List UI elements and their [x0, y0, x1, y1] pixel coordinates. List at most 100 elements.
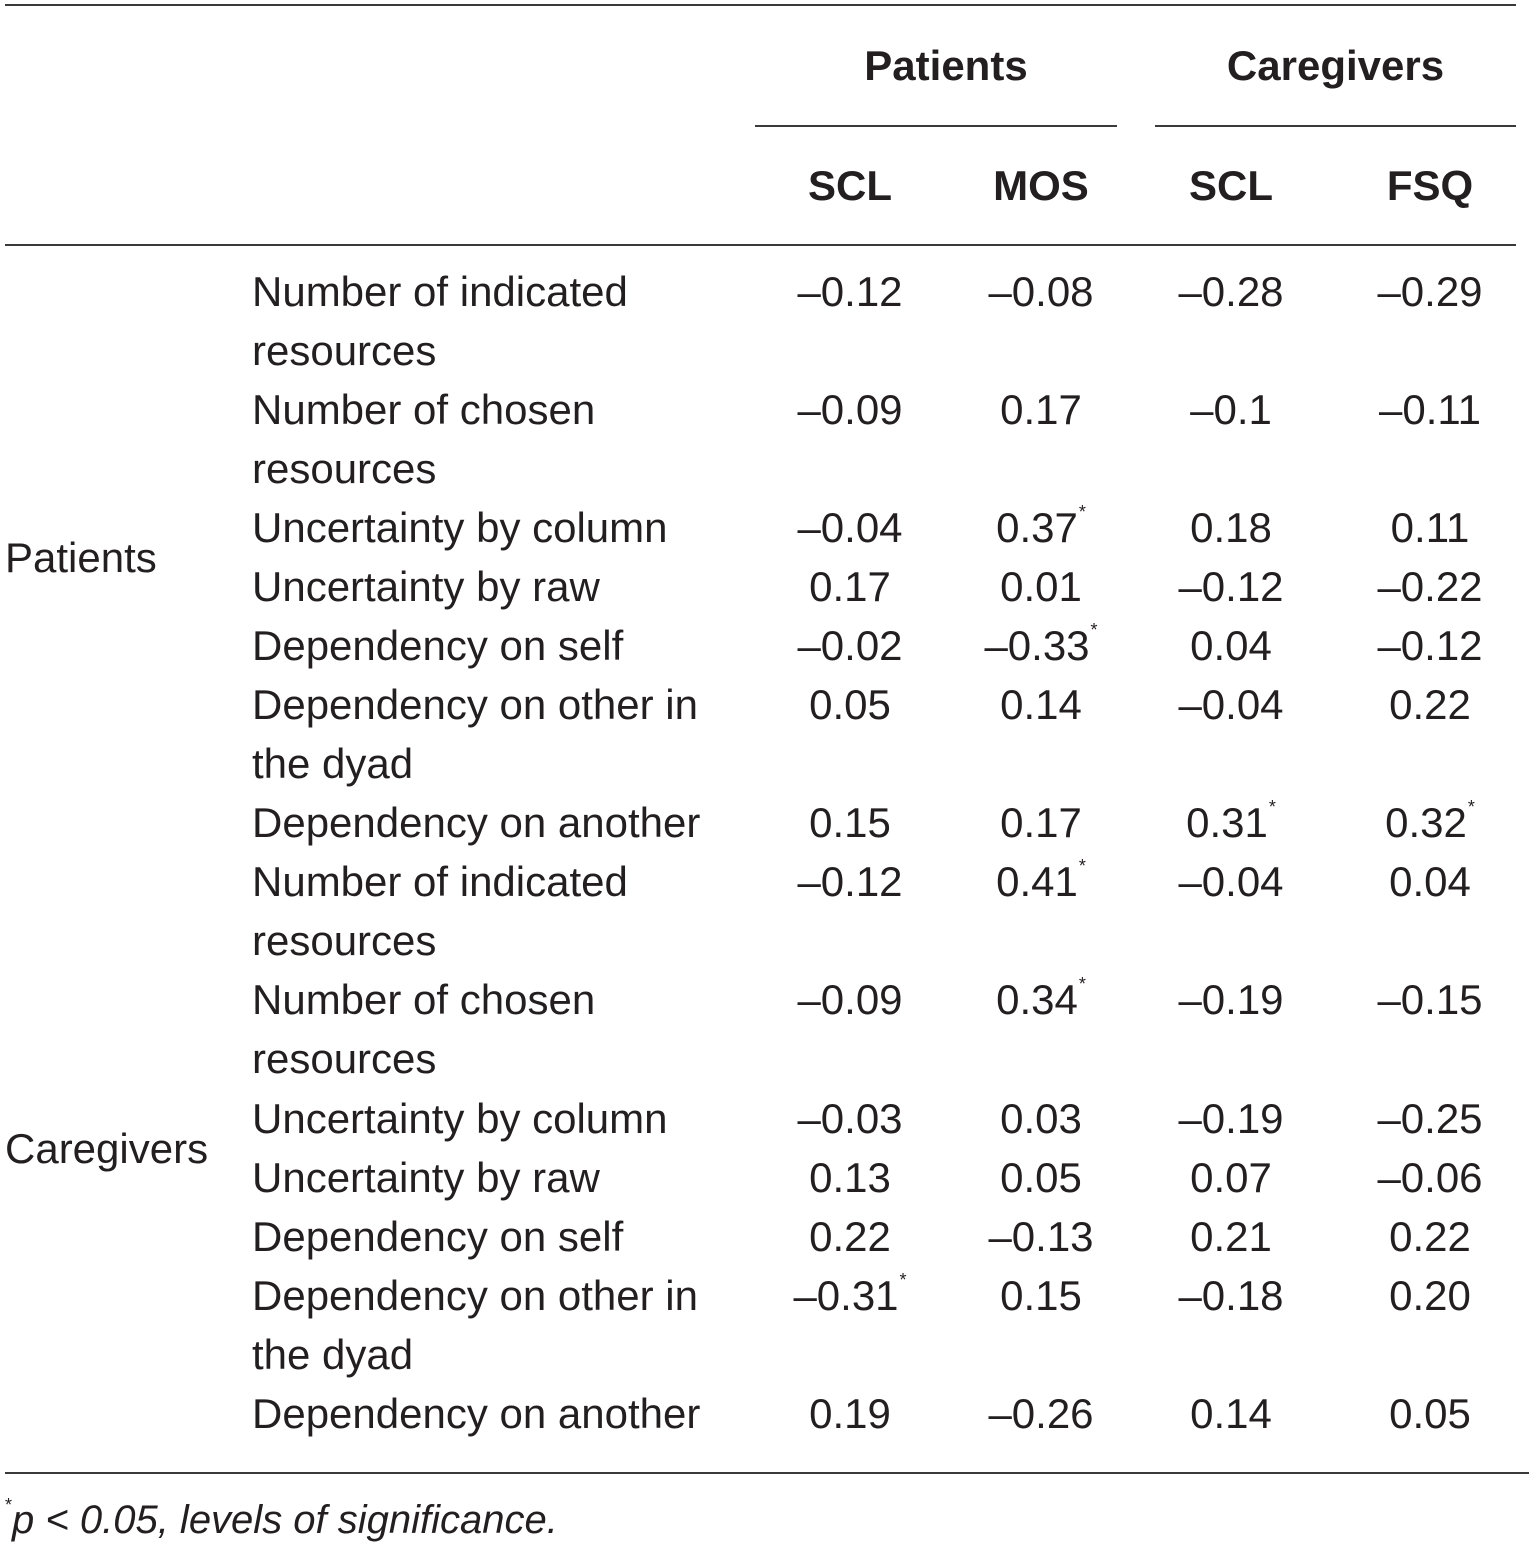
table-cell: –0.1 [1151, 380, 1311, 439]
table-cell: –0.12 [770, 852, 930, 911]
table-cell: –0.04 [770, 498, 930, 557]
table-cell: 0.14 [961, 675, 1121, 734]
cell-value: 0.20 [1389, 1272, 1471, 1319]
significance-marker: * [899, 1270, 907, 1290]
table-cell: 0.32* [1350, 793, 1510, 852]
table-cell: –0.22 [1350, 557, 1510, 616]
cell-value: 0.18 [1190, 504, 1272, 551]
cell-value: –0.06 [1377, 1154, 1483, 1201]
cell-value: –0.29 [1377, 268, 1483, 315]
row-label: Uncertainty by raw [252, 563, 600, 610]
table-cell: –0.08 [961, 262, 1121, 321]
table-cell: 0.15 [770, 793, 930, 852]
significance-marker: * [1268, 797, 1276, 817]
table-cell: –0.12 [1350, 616, 1510, 675]
table-cell: 0.19 [770, 1384, 930, 1443]
section-label-patients: Patients [5, 534, 157, 581]
cell-value: –0.09 [797, 386, 903, 433]
cell-value: 0.05 [1389, 1390, 1471, 1437]
row-label: Uncertainty by column [252, 1095, 668, 1142]
row-label: Dependency on other in the dyad [252, 1272, 698, 1378]
row-label: Number of chosen resources [252, 386, 596, 492]
row-label: Dependency on self [252, 1213, 624, 1260]
table-cell: –0.09 [770, 970, 930, 1029]
table-cell: –0.11 [1350, 380, 1510, 439]
row-label: Dependency on other in the dyad [252, 681, 698, 787]
cell-value: –0.33 [984, 622, 1090, 669]
cell-value: –0.12 [1377, 622, 1483, 669]
table-cell: 0.20 [1350, 1266, 1510, 1325]
cell-value: 0.22 [809, 1213, 891, 1260]
row-label: Dependency on self [252, 622, 624, 669]
table-cell: 0.03 [961, 1089, 1121, 1148]
cell-value: 0.04 [1190, 622, 1272, 669]
cell-value: –0.1 [1190, 386, 1272, 433]
cell-value: 0.32 [1385, 799, 1467, 846]
significance-marker: * [1078, 974, 1086, 994]
cell-value: 0.21 [1190, 1213, 1272, 1260]
table-bottom-rule [5, 1472, 1529, 1474]
cell-value: –0.22 [1377, 563, 1483, 610]
row-label: Dependency on another [252, 799, 701, 846]
table-cell: 0.17 [961, 380, 1121, 439]
column-header-patients-mos: MOS [993, 162, 1089, 209]
table-cell: –0.26 [961, 1384, 1121, 1443]
cell-value: 0.04 [1389, 858, 1471, 905]
table-cell: –0.15 [1350, 970, 1510, 1029]
cell-value: –0.12 [797, 858, 903, 905]
cell-value: 0.14 [1190, 1390, 1272, 1437]
table-cell: 0.31* [1151, 793, 1311, 852]
table-cell: 0.22 [1350, 1207, 1510, 1266]
cell-value: 0.41 [996, 858, 1078, 905]
table-cell: 0.17 [770, 557, 930, 616]
table-cell: –0.03 [770, 1089, 930, 1148]
cell-value: 0.22 [1389, 1213, 1471, 1260]
row-label: Uncertainty by raw [252, 1154, 600, 1201]
cell-value: –0.11 [1379, 386, 1481, 433]
cell-value: –0.04 [1178, 681, 1284, 728]
cell-value: 0.17 [1000, 386, 1082, 433]
table-cell: –0.04 [1151, 675, 1311, 734]
table-cell: –0.13 [961, 1207, 1121, 1266]
group-header-patients: Patients [864, 42, 1028, 89]
row-label: Number of indicated resources [252, 858, 628, 964]
footnote-text: p < 0.05, levels of significance. [12, 1498, 558, 1542]
table-cell: 0.05 [770, 675, 930, 734]
footnote: *p < 0.05, levels of significance. [5, 1492, 558, 1548]
cell-value: 0.15 [1000, 1272, 1082, 1319]
table-cell: 0.22 [1350, 675, 1510, 734]
cell-value: –0.03 [797, 1095, 903, 1142]
table-cell: –0.28 [1151, 262, 1311, 321]
cell-value: –0.12 [797, 268, 903, 315]
cell-value: –0.12 [1178, 563, 1284, 610]
table-cell: 0.01 [961, 557, 1121, 616]
header-rule [5, 244, 1516, 246]
cell-value: –0.08 [988, 268, 1094, 315]
row-label: Dependency on another [252, 1390, 701, 1437]
row-label: Number of indicated resources [252, 268, 628, 374]
table-cell: 0.21 [1151, 1207, 1311, 1266]
table-cell: –0.19 [1151, 970, 1311, 1029]
table-cell: 0.07 [1151, 1148, 1311, 1207]
table-cell: 0.18 [1151, 498, 1311, 557]
group-rule-caregivers [1155, 125, 1516, 127]
table-cell: 0.17 [961, 793, 1121, 852]
significance-marker: * [1078, 502, 1086, 522]
table-cell: 0.11 [1350, 498, 1510, 557]
cell-value: –0.28 [1178, 268, 1284, 315]
table-cell: 0.37* [961, 498, 1121, 557]
cell-value: 0.17 [1000, 799, 1082, 846]
table-cell: –0.02 [770, 616, 930, 675]
cell-value: –0.19 [1178, 1095, 1284, 1142]
cell-value: 0.37 [996, 504, 1078, 551]
table-cell: –0.12 [770, 262, 930, 321]
table-cell: –0.18 [1151, 1266, 1311, 1325]
group-header-caregivers: Caregivers [1226, 42, 1445, 89]
cell-value: 0.05 [1000, 1154, 1082, 1201]
cell-value: 0.03 [1000, 1095, 1082, 1142]
table-cell: –0.04 [1151, 852, 1311, 911]
cell-value: 0.11 [1390, 504, 1470, 551]
table-cell: 0.22 [770, 1207, 930, 1266]
table-cell: –0.12 [1151, 557, 1311, 616]
cell-value: –0.09 [797, 976, 903, 1023]
